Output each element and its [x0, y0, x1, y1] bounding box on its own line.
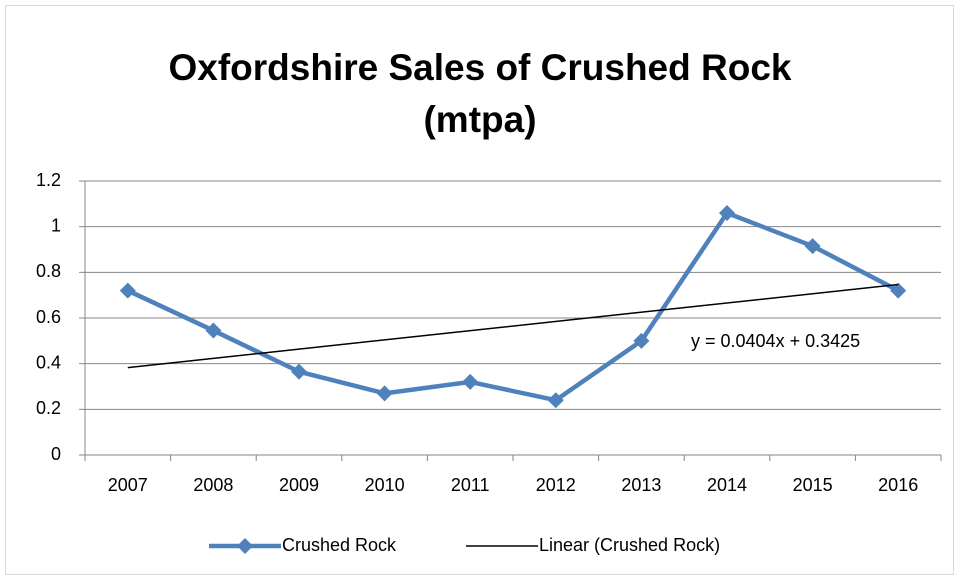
series-line	[126, 210, 900, 403]
legend-label: Linear (Crushed Rock)	[539, 535, 720, 555]
data-marker	[547, 392, 564, 409]
y-tick-label: 0	[51, 444, 61, 464]
data-marker	[890, 282, 907, 299]
data-marker	[804, 238, 821, 255]
x-tick-label: 2012	[536, 475, 576, 495]
y-tick-label: 1	[51, 215, 61, 235]
data-marker	[119, 282, 136, 299]
x-tick-label: 2014	[707, 475, 747, 495]
data-marker	[205, 322, 222, 339]
y-tick-label: 0.6	[36, 307, 61, 327]
data-marker	[376, 385, 393, 402]
x-tick-label: 2009	[279, 475, 319, 495]
y-tick-label: 1.2	[36, 170, 61, 190]
chart-border	[5, 5, 954, 575]
data-marker	[633, 332, 650, 349]
data-marker	[291, 363, 307, 380]
trendline-equation: y = 0.0404x + 0.3425	[691, 331, 860, 351]
trendline	[127, 283, 899, 369]
x-tick-label: 2013	[621, 475, 661, 495]
x-tick-label: 2008	[193, 475, 233, 495]
data-marker	[462, 373, 479, 390]
x-tick-label: 2010	[365, 475, 405, 495]
x-tick-label: 2015	[793, 475, 833, 495]
x-tick-label: 2011	[451, 475, 490, 495]
x-tick-label: 2007	[108, 475, 148, 495]
y-tick-label: 0.2	[36, 398, 61, 418]
legend-marker	[237, 538, 253, 554]
y-tick-label: 0.4	[36, 352, 61, 372]
y-tick-label: 0.8	[36, 261, 61, 281]
chart-title: Oxfordshire Sales of Crushed Rock (mtpa)	[168, 47, 792, 140]
data-marker	[719, 204, 735, 221]
x-tick-label: 2016	[878, 475, 918, 495]
legend-label: Crushed Rock	[282, 535, 397, 555]
